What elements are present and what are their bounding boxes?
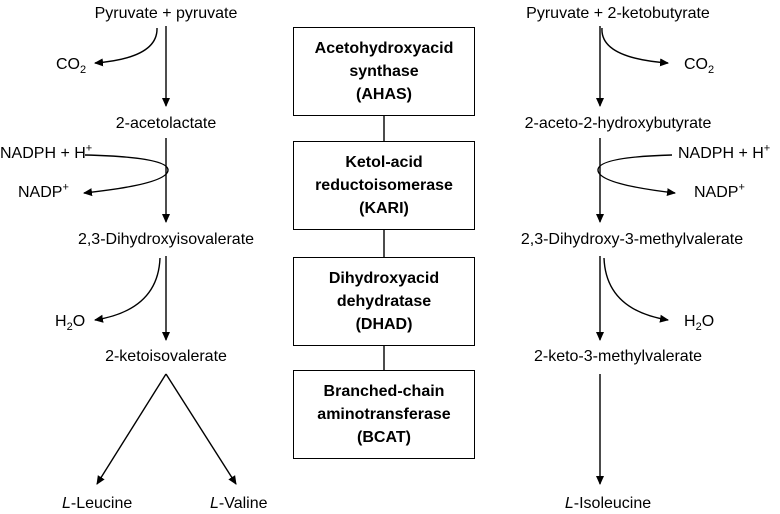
right-nadph-label: NADPH + H+: [678, 142, 771, 162]
left-nadph-label: NADPH + H+: [0, 142, 93, 162]
enzyme-bcat-line2: aminotransferase: [317, 406, 451, 423]
enzyme-bcat-line1: Branched-chain: [323, 383, 445, 400]
enzyme-kari-abbr: (KARI): [359, 200, 409, 217]
arrow-left-leucine: [96, 373, 167, 485]
right-nadp-label: NADP+: [694, 181, 745, 201]
left-substrate: Pyruvate + pyruvate: [94, 5, 238, 22]
left-acetolactate: 2-acetolactate: [115, 115, 217, 132]
enzyme-dhad-line2: dehydratase: [336, 293, 432, 310]
enzyme-ahas-abbr: (AHAS): [356, 86, 412, 103]
enzyme-box-kari: Ketol-acid reductoisomerase (KARI): [293, 141, 475, 230]
curve-left-h2o: [94, 257, 161, 323]
enzyme-ahas-line1: Acetohydroxyacid: [314, 40, 454, 57]
curve-left-nadph: [83, 154, 169, 197]
left-ketoisovalerate: 2-ketoisovalerate: [105, 348, 227, 365]
enzyme-kari-line1: Ketol-acid: [345, 154, 423, 171]
right-h2o-label: H2O: [684, 313, 715, 334]
curve-right-nadph: [597, 154, 676, 197]
product-leucine: L-Leucine: [62, 495, 133, 512]
right-co2-label: CO2: [684, 56, 715, 77]
left-nadp-label: NADP+: [18, 181, 69, 201]
curve-right-co2: [601, 27, 669, 67]
left-dihydroxyisovalerate: 2,3-Dihydroxyisovalerate: [77, 231, 255, 248]
enzyme-dhad-line1: Dihydroxyacid: [328, 270, 440, 287]
left-co2-label: CO2: [56, 56, 87, 77]
left-h2o-label: H2O: [55, 313, 86, 334]
enzyme-kari-line2: reductoisomerase: [315, 177, 453, 194]
enzyme-bcat-abbr: (BCAT): [357, 429, 411, 446]
right-aceto-hydroxybutyrate: 2-aceto-2-hydroxybutyrate: [524, 115, 712, 132]
enzyme-box-bcat: Branched-chain aminotransferase (BCAT): [293, 370, 475, 459]
curve-right-h2o: [603, 257, 669, 323]
curve-left-co2: [94, 27, 158, 67]
right-substrate: Pyruvate + 2-ketobutyrate: [526, 5, 710, 22]
enzyme-box-ahas: Acetohydroxyacid synthase (AHAS): [293, 27, 475, 116]
product-valine: L-Valine: [210, 495, 268, 512]
right-dihydroxy-methylvalerate: 2,3-Dihydroxy-3-methylvalerate: [520, 231, 744, 248]
enzyme-box-dhad: Dihydroxyacid dehydratase (DHAD): [293, 257, 475, 346]
right-keto-methylvalerate: 2-keto-3-methylvalerate: [533, 348, 703, 365]
product-isoleucine: L-Isoleucine: [564, 495, 652, 512]
enzyme-ahas-line2: synthase: [349, 63, 419, 80]
arrow-left-valine: [165, 373, 237, 485]
enzyme-dhad-abbr: (DHAD): [355, 316, 413, 333]
